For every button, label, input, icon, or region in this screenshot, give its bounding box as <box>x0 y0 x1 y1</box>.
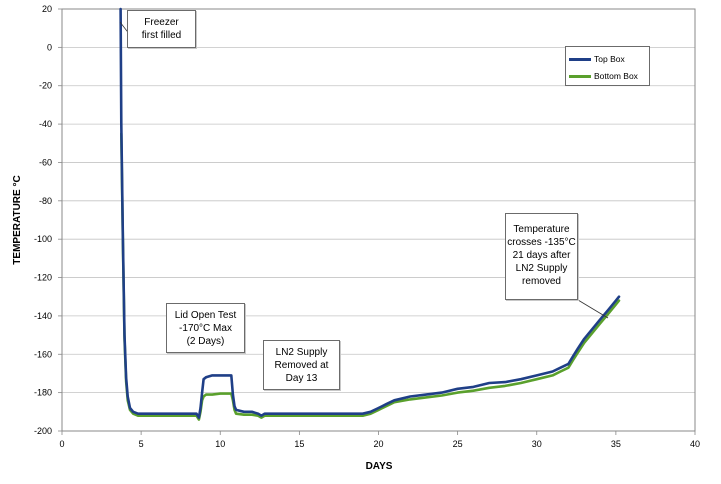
x-tick-label: 0 <box>59 439 64 449</box>
y-tick-label: -60 <box>39 157 52 167</box>
y-tick-label: 20 <box>42 4 52 14</box>
annotation-lid-open-test: Lid Open Test -170°C Max (2 Days) <box>166 303 245 353</box>
series-top-box-line <box>119 7 621 419</box>
x-tick-label: 30 <box>532 439 542 449</box>
x-axis-title: DAYS <box>366 461 393 472</box>
y-tick-label: -120 <box>34 273 52 283</box>
legend-swatch-top-box <box>569 57 591 61</box>
legend-label-top-box: Top Box <box>594 54 625 64</box>
series-bottom-box-line <box>120 132 621 421</box>
annotation-temperature-crosses: Temperature crosses -135°C 21 days after… <box>505 213 578 300</box>
series-lines <box>119 7 621 421</box>
y-tick-label: -100 <box>34 234 52 244</box>
x-tick-label: 5 <box>139 439 144 449</box>
x-tick-label: 20 <box>373 439 383 449</box>
x-tick-label: 10 <box>215 439 225 449</box>
y-tick-label: -20 <box>39 81 52 91</box>
y-tick-label: -80 <box>39 196 52 206</box>
legend: Top Box Bottom Box <box>565 46 650 86</box>
y-tick-label: -200 <box>34 426 52 436</box>
legend-label-bottom-box: Bottom Box <box>594 71 638 81</box>
x-tick-label: 35 <box>611 439 621 449</box>
legend-item-bottom-box: Bottom Box <box>569 70 638 82</box>
y-tick-label: -40 <box>39 119 52 129</box>
y-axis-ticks: 20 0 -20 -40 -60 -80 -100 -120 -140 -160 -180 -200 <box>34 4 62 436</box>
legend-swatch-bottom-box <box>569 74 591 78</box>
x-tick-label: 25 <box>453 439 463 449</box>
y-axis-title: TEMPERATURE °C <box>12 175 23 264</box>
annotation-ln2-removed: LN2 Supply Removed at Day 13 <box>263 340 340 390</box>
x-axis-ticks: 0 5 10 15 20 25 30 35 40 <box>59 431 700 449</box>
legend-item-top-box: Top Box <box>569 53 625 65</box>
y-tick-label: -180 <box>34 388 52 398</box>
temp-leader <box>577 299 609 319</box>
y-tick-label: -140 <box>34 311 52 321</box>
annotation-freezer: Freezer first filled <box>127 10 196 48</box>
x-tick-label: 40 <box>690 439 700 449</box>
y-tick-label: -160 <box>34 349 52 359</box>
x-tick-label: 15 <box>294 439 304 449</box>
y-tick-label: 0 <box>47 42 52 52</box>
